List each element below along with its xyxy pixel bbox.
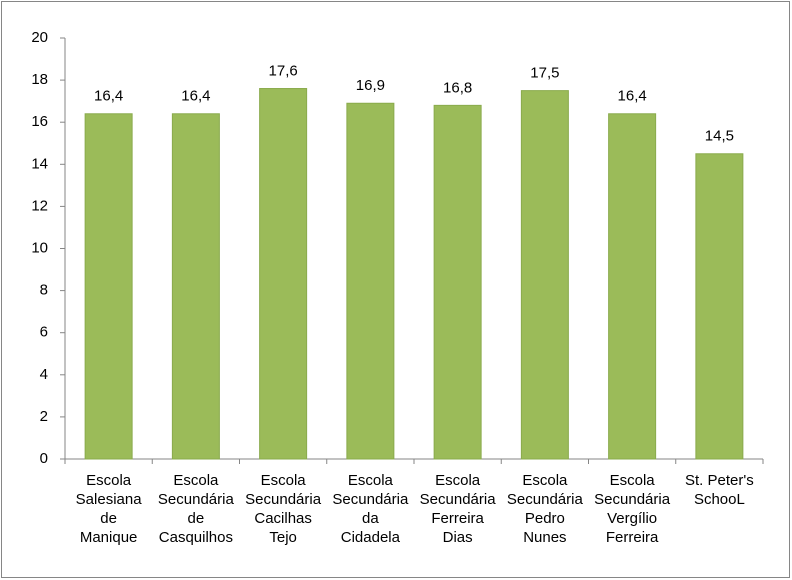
x-tick-label: Escola: [435, 472, 481, 489]
y-tick-label: 8: [40, 282, 48, 299]
bar: [433, 104, 482, 460]
y-tick-label: 16: [31, 113, 48, 130]
x-tick-label: Escola: [610, 472, 656, 489]
data-label: 16,8: [443, 79, 472, 96]
y-tick-label: 20: [31, 29, 48, 46]
x-tick-label: Manique: [80, 529, 138, 546]
y-tick-label: 10: [31, 239, 48, 256]
bar: [259, 88, 308, 460]
x-tick-label: St. Peter's: [685, 472, 754, 489]
y-tick-label: 18: [31, 71, 48, 88]
x-tick-label: Secundária: [245, 491, 322, 508]
x-tick-label: Cidadela: [341, 529, 401, 546]
data-label: 17,6: [269, 62, 298, 79]
x-tick-label: Secundária: [420, 491, 497, 508]
x-tick-label: Salesiana: [76, 491, 143, 508]
x-tick-label: de: [188, 510, 205, 527]
x-tick-label: Escola: [261, 472, 307, 489]
bar: [520, 90, 569, 460]
y-tick-label: 2: [40, 408, 48, 425]
x-tick-label: Ferreira: [606, 529, 659, 546]
bar: [346, 102, 395, 460]
data-label: 16,4: [94, 88, 123, 105]
data-label: 17,5: [530, 65, 559, 82]
bar: [608, 113, 657, 460]
x-tick-label: Ferreira: [431, 510, 484, 527]
x-tick-label: Secundária: [594, 491, 671, 508]
bar: [171, 113, 220, 460]
y-tick-label: 14: [31, 155, 48, 172]
x-tick-label: Secundária: [332, 491, 409, 508]
y-tick-label: 6: [40, 324, 48, 341]
x-tick-label: Casquilhos: [159, 529, 233, 546]
x-tick-label: Dias: [443, 529, 473, 546]
data-label: 14,5: [705, 128, 734, 145]
x-tick-label: Escola: [348, 472, 394, 489]
x-tick-label: Nunes: [523, 529, 566, 546]
x-tick-label: da: [362, 510, 379, 527]
x-tick-label: Escola: [522, 472, 568, 489]
x-tick-label: Escola: [173, 472, 219, 489]
data-label: 16,4: [618, 88, 647, 105]
bar: [695, 153, 744, 460]
data-label: 16,9: [356, 77, 385, 94]
x-tick-label: Pedro: [525, 510, 565, 527]
data-label: 16,4: [181, 88, 210, 105]
x-tick-label: de: [100, 510, 117, 527]
x-tick-label: Tejo: [269, 529, 297, 546]
bar: [84, 113, 133, 460]
y-tick-label: 12: [31, 197, 48, 214]
x-tick-label: Cacilhas: [254, 510, 312, 527]
y-tick-label: 0: [40, 450, 48, 467]
x-tick-label: Secundária: [158, 491, 235, 508]
x-tick-label: Escola: [86, 472, 132, 489]
y-tick-label: 4: [40, 366, 48, 383]
x-tick-label: Vergílio: [607, 510, 657, 527]
x-tick-label: SchooL: [694, 491, 745, 508]
x-tick-label: Secundária: [507, 491, 584, 508]
